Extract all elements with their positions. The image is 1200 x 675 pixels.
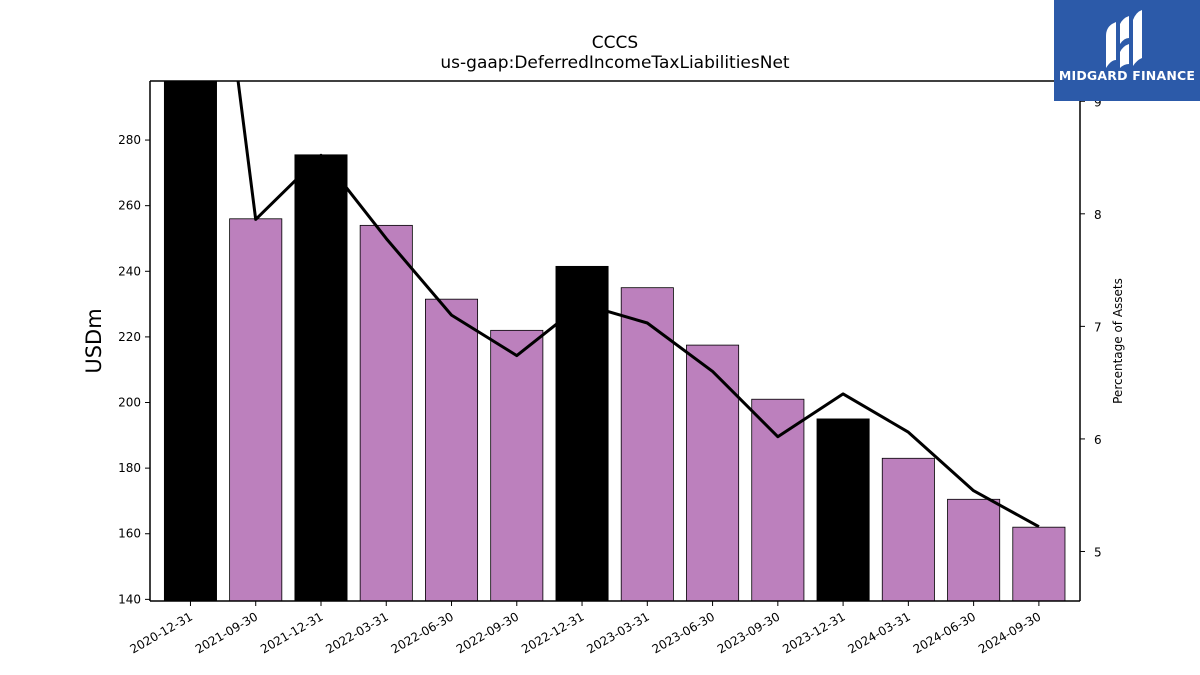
x-tick-label: 2021-09-30 [193,609,260,656]
y-tick-label: 180 [118,461,141,475]
bar-2022-03-31 [359,224,413,601]
bar-2024-09-30 [1012,526,1066,601]
x-tick-label: 2022-03-31 [323,609,390,656]
bar-2023-03-31 [620,287,674,601]
bar-2023-09-30 [751,398,805,601]
y2-tick-label: 6 [1094,433,1102,447]
logo-text: MIDGARD FINANCE [1058,68,1196,83]
y2-axis-label: Percentage of Assets [1111,278,1125,404]
x-tick-label: 2024-09-30 [976,609,1043,656]
percentage-of-assets-line [236,81,1040,529]
logo-mark-icon [1106,10,1142,68]
x-tick-label: 2024-03-31 [845,609,912,656]
y-tick-label: 200 [118,396,141,410]
bar-2023-12-31 [816,418,870,601]
x-tick-label: 2022-09-30 [454,609,521,656]
y-tick-label: 260 [118,199,141,213]
y2-tick-label: 8 [1094,208,1102,222]
line-series [236,81,1040,529]
bar-2022-09-30 [490,329,544,601]
x-tick-label: 2024-06-30 [911,609,978,656]
y2-tick-label: 7 [1094,320,1102,334]
x-tick-label: 2023-09-30 [715,609,782,656]
bar-2023-06-30 [686,344,740,601]
bar-2021-12-31 [294,154,348,601]
x-tick-label: 2023-12-31 [780,609,847,656]
y2-tick-label: 9 [1094,95,1102,109]
y-tick-label: 160 [118,527,141,541]
x-tick-label: 2020-12-31 [128,609,195,656]
x-tick-label: 2022-06-30 [389,609,456,656]
y2-tick-label: 5 [1094,545,1102,559]
y-tick-label: 280 [118,133,141,147]
bar-2021-09-30 [229,218,283,601]
x-tick-label: 2021-12-31 [258,609,325,656]
bar-2020-12-31 [163,81,217,601]
x-tick-label: 2022-12-31 [519,609,586,656]
x-tick-label: 2023-03-31 [584,609,651,656]
bars [163,81,1066,601]
bars-group [163,81,1066,601]
y-axis-label: USDm [82,308,106,373]
midgard-finance-logo: MIDGARD FINANCE [1054,0,1200,101]
chart-title: CCCS [592,33,638,53]
bar-2024-06-30 [947,498,1001,601]
y-tick-label: 220 [118,330,141,344]
y-tick-label: 240 [118,264,141,278]
bar-2022-06-30 [425,298,479,601]
bar-2024-03-31 [881,457,935,601]
bar-2022-12-31 [555,265,609,601]
chart-subtitle: us-gaap:DeferredIncomeTaxLiabilitiesNet [440,53,790,73]
x-tick-label: 2023-06-30 [650,609,717,656]
y-tick-label: 140 [118,592,141,606]
